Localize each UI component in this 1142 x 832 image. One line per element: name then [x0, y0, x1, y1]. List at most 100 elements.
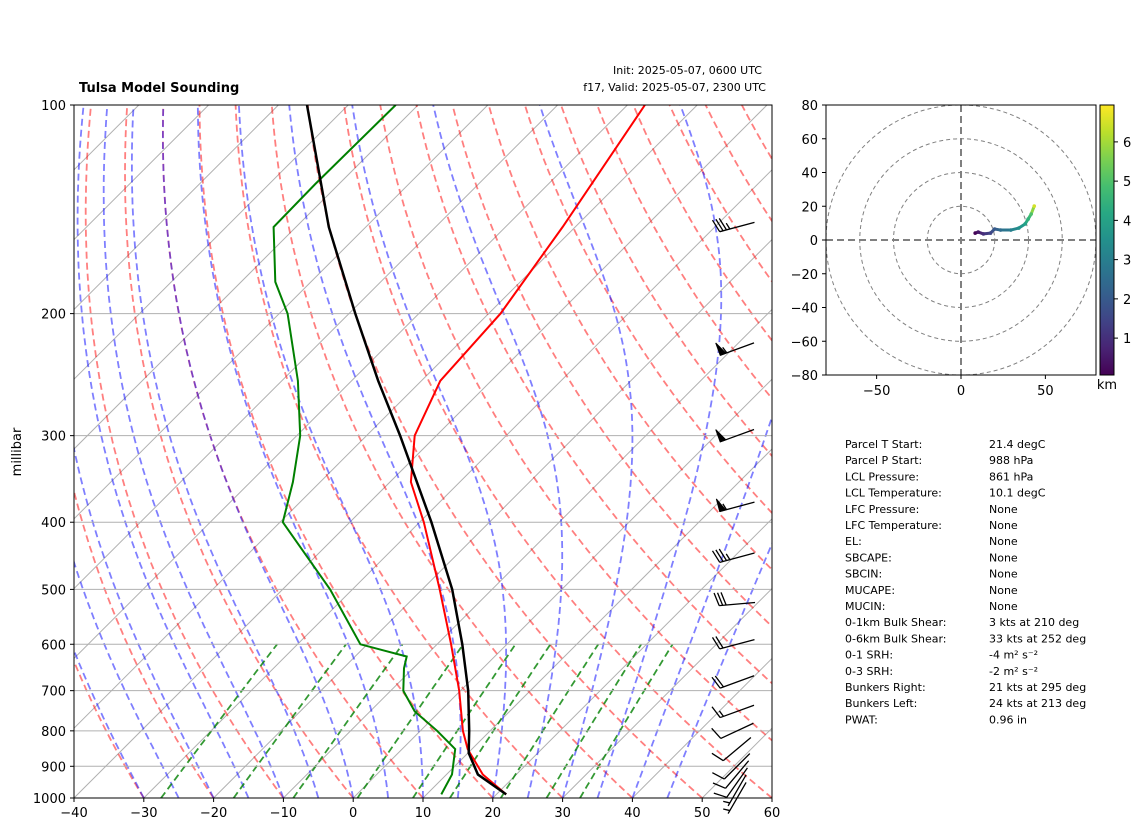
parameter-value: None [989, 584, 1018, 597]
barb-flag [715, 429, 727, 443]
parameter-name: LCL Pressure: [845, 470, 919, 483]
y-tick-label: 400 [41, 516, 66, 531]
barb-staff [711, 722, 754, 740]
mixing-ratio-line [160, 643, 278, 798]
isotherm [74, 105, 698, 729]
parameter-name: 0-6km Bulk Shear: [845, 632, 947, 645]
moist-adiabat [432, 105, 564, 798]
hodograph-point [981, 232, 986, 236]
moist-adiabat [74, 444, 215, 798]
y-tick-label: 300 [41, 430, 66, 445]
isotherm [74, 105, 279, 311]
hodograph-data [973, 204, 1037, 236]
parameter-value: None [989, 519, 1018, 532]
y-tick-label: −80 [791, 369, 818, 384]
skewt-background [74, 105, 772, 798]
barb-flag [715, 498, 727, 513]
moist-adiabat [288, 105, 462, 798]
wind-barb [711, 704, 755, 719]
barb-staff [723, 782, 747, 814]
wind-barb [711, 737, 752, 762]
wind-barb [715, 498, 755, 513]
parameter-value: 10.1 degC [989, 487, 1046, 500]
y-tick-label: 100 [41, 99, 66, 114]
dry-adiabat [379, 105, 772, 742]
wind-barb [712, 760, 750, 789]
parameter-name: MUCAPE: [845, 584, 895, 597]
dry-adiabat [234, 105, 564, 798]
parameter-value: 21.4 degC [989, 438, 1046, 451]
hodograph-background [826, 105, 1096, 375]
isotherm [74, 105, 349, 380]
dry-adiabat [343, 105, 772, 798]
isotherm [74, 105, 489, 520]
moist-adiabat [196, 105, 389, 798]
isotherm [492, 518, 772, 798]
x-tick-label: −30 [130, 806, 157, 821]
parameter-value: 988 hPa [989, 454, 1033, 467]
barb-staff [712, 753, 751, 780]
profile-line [272, 105, 457, 795]
y-tick-label: 900 [41, 760, 66, 775]
dry-adiabat [415, 105, 772, 685]
isotherm [74, 105, 628, 660]
moist-adiabat [102, 105, 285, 798]
barb-staff [711, 737, 752, 762]
hodograph-point [1029, 212, 1033, 216]
profile-line [305, 105, 507, 796]
x-tick-label: 60 [764, 806, 781, 821]
wind-barb [711, 675, 755, 689]
dry-adiabat [487, 105, 772, 571]
x-tick-label: 20 [485, 806, 502, 821]
moist-adiabat [351, 105, 507, 798]
parameter-name: 0-3 SRH: [845, 665, 893, 678]
y-tick-label: −20 [791, 268, 818, 283]
barb-staff [712, 760, 750, 789]
wind-barb [712, 753, 751, 780]
dry-adiabat [84, 105, 285, 798]
hodograph-point [976, 230, 981, 234]
isotherm [422, 448, 772, 798]
chart-title: Tulsa Model Sounding [79, 81, 239, 96]
wind-barb [711, 218, 755, 233]
wind-barb [711, 548, 755, 563]
barb-flag [715, 342, 727, 356]
colorbar-tick-label: 2 [1123, 293, 1131, 308]
wind-barb [715, 428, 755, 443]
moist-adiabat [238, 105, 424, 798]
parameter-table: Parcel T Start: 21.4 degC Parcel P Start: 9… [845, 438, 1086, 726]
x-tick-label: 50 [694, 806, 711, 821]
wind-barb [723, 782, 747, 814]
wind-barb [715, 342, 755, 356]
parameter-value: None [989, 568, 1018, 581]
parameter-value: 861 hPa [989, 470, 1033, 483]
y-tick-label: 700 [41, 685, 66, 700]
init-label: Init: 2025-05-07, 0600 UTC [613, 64, 762, 77]
x-tick-label: 40 [624, 806, 641, 821]
hodograph-point [988, 231, 993, 235]
parameter-name: EL: [845, 535, 862, 548]
y-tick-label: −60 [791, 335, 818, 350]
x-tick-label: 10 [415, 806, 432, 821]
wind-barb [713, 592, 756, 607]
wind-barb [711, 636, 755, 650]
dry-adiabat [524, 105, 772, 515]
barb-staff [711, 675, 755, 689]
x-tick-label: −50 [863, 384, 890, 399]
parameter-name: 0-1 SRH: [845, 649, 893, 662]
y-tick-label: 1000 [33, 792, 66, 807]
plot-frame [73, 104, 773, 799]
colorbar-tick-label: 3 [1123, 254, 1131, 269]
barb-staff [711, 636, 755, 650]
y-tick-label: 800 [41, 725, 66, 740]
parameter-name: PWAT: [845, 713, 878, 726]
valid-label: f17, Valid: 2025-05-07, 2300 UTC [583, 81, 766, 94]
hodograph-point [1017, 226, 1021, 230]
parameter-name: Parcel P Start: [845, 454, 922, 467]
y-tick-label: 40 [801, 167, 818, 182]
parameter-value: 3 kts at 210 deg [989, 616, 1079, 629]
hodograph-point [973, 231, 977, 235]
parameter-value: 33 kts at 252 deg [989, 632, 1086, 645]
